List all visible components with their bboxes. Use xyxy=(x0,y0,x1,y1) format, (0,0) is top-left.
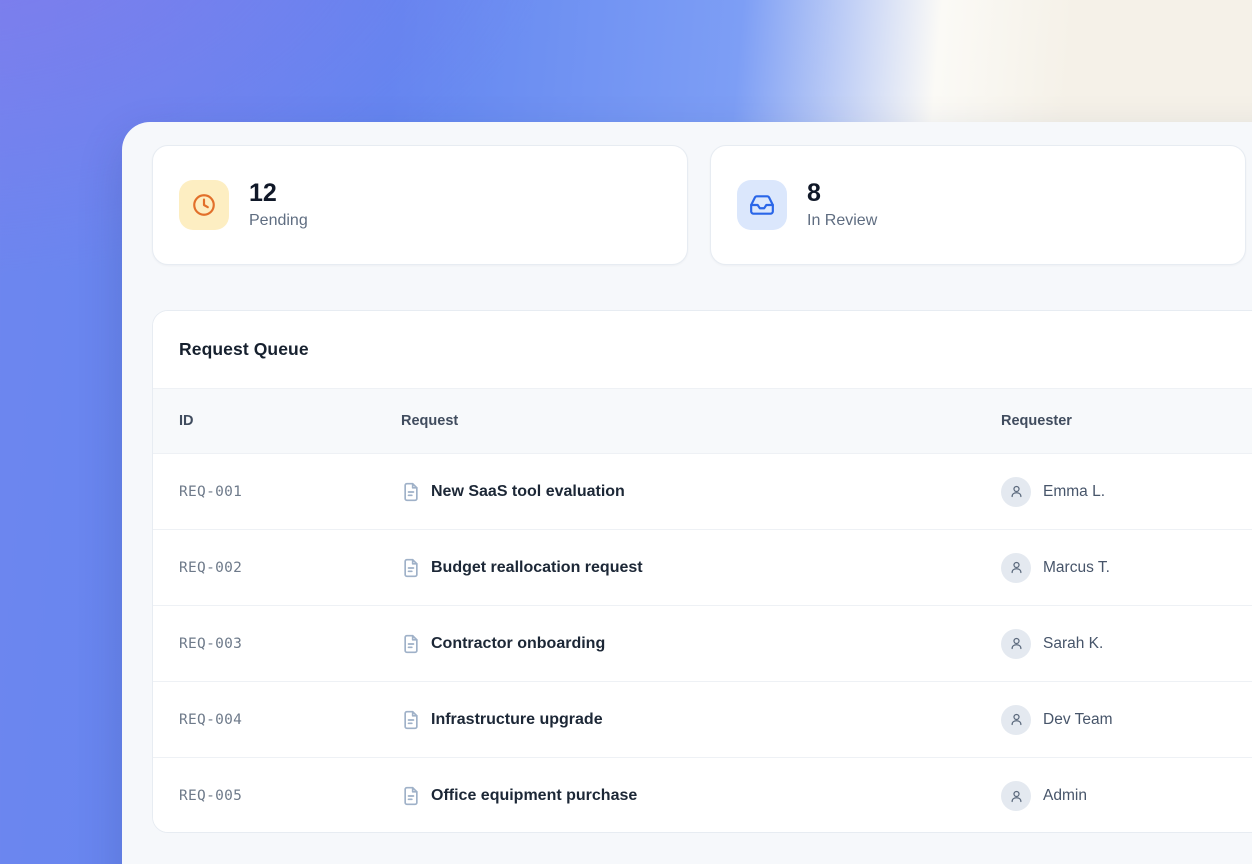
avatar xyxy=(1001,552,1031,583)
column-header-id: ID xyxy=(179,413,194,429)
user-icon xyxy=(1009,560,1024,575)
requester-name: Sarah K. xyxy=(1043,634,1104,652)
stat-card: 12 Pending xyxy=(152,145,688,265)
column-header-requester: Requester xyxy=(1001,413,1072,429)
request-title: Contractor onboarding xyxy=(431,634,606,652)
table-body: REQ-001 New SaaS tool evaluation Emma L.… xyxy=(153,454,1252,832)
stat-card: 8 In Review xyxy=(710,145,1246,265)
request-id: REQ-003 xyxy=(179,635,243,652)
inbox-icon xyxy=(737,180,787,230)
user-icon xyxy=(1009,636,1024,651)
stat-label: In Review xyxy=(807,211,878,229)
request-title: New SaaS tool evaluation xyxy=(431,482,625,500)
table-row[interactable]: REQ-003 Contractor onboarding Sarah K. xyxy=(153,606,1252,682)
clock-icon xyxy=(179,180,229,230)
file-text-icon xyxy=(401,786,421,806)
request-id: REQ-001 xyxy=(179,483,243,500)
request-id: REQ-005 xyxy=(179,788,243,804)
requester-name: Dev Team xyxy=(1043,710,1113,728)
request-title: Office equipment purchase xyxy=(431,787,638,804)
request-title: Infrastructure upgrade xyxy=(431,710,603,728)
avatar xyxy=(1001,781,1031,811)
avatar xyxy=(1001,476,1031,507)
file-text-icon xyxy=(401,482,421,502)
table-row[interactable]: REQ-002 Budget reallocation request Marc… xyxy=(153,530,1252,606)
request-queue-card: Request Queue ID Request Requester REQ-0… xyxy=(152,310,1252,833)
dashboard-panel: 12 Pending 8 In Review Request Queue ID … xyxy=(122,122,1252,864)
stat-value: 8 xyxy=(807,179,821,208)
file-text-icon xyxy=(401,710,421,730)
table-row[interactable]: REQ-004 Infrastructure upgrade Dev Team xyxy=(153,682,1252,758)
request-id: REQ-002 xyxy=(179,559,243,576)
file-text-icon xyxy=(401,634,421,654)
avatar xyxy=(1001,628,1031,659)
request-title: Budget reallocation request xyxy=(431,558,643,576)
requester-name: Admin xyxy=(1043,787,1087,804)
requester-name: Emma L. xyxy=(1043,482,1106,500)
stats-row: 12 Pending 8 In Review xyxy=(152,145,1246,265)
table-row[interactable]: REQ-001 New SaaS tool evaluation Emma L. xyxy=(153,454,1252,530)
user-icon xyxy=(1009,789,1024,804)
avatar xyxy=(1001,704,1031,735)
request-queue-header: Request Queue xyxy=(153,311,1252,389)
table-header-row: ID Request Requester xyxy=(153,389,1252,454)
stat-value: 12 xyxy=(249,179,277,208)
table-row[interactable]: REQ-005 Office equipment purchase Admin xyxy=(153,758,1252,832)
request-id: REQ-004 xyxy=(179,711,243,728)
file-text-icon xyxy=(401,558,421,578)
column-header-request: Request xyxy=(401,413,459,429)
requester-name: Marcus T. xyxy=(1043,558,1110,576)
stat-label: Pending xyxy=(249,211,308,229)
user-icon xyxy=(1009,712,1024,727)
page-title: Request Queue xyxy=(179,339,309,359)
user-icon xyxy=(1009,484,1024,499)
